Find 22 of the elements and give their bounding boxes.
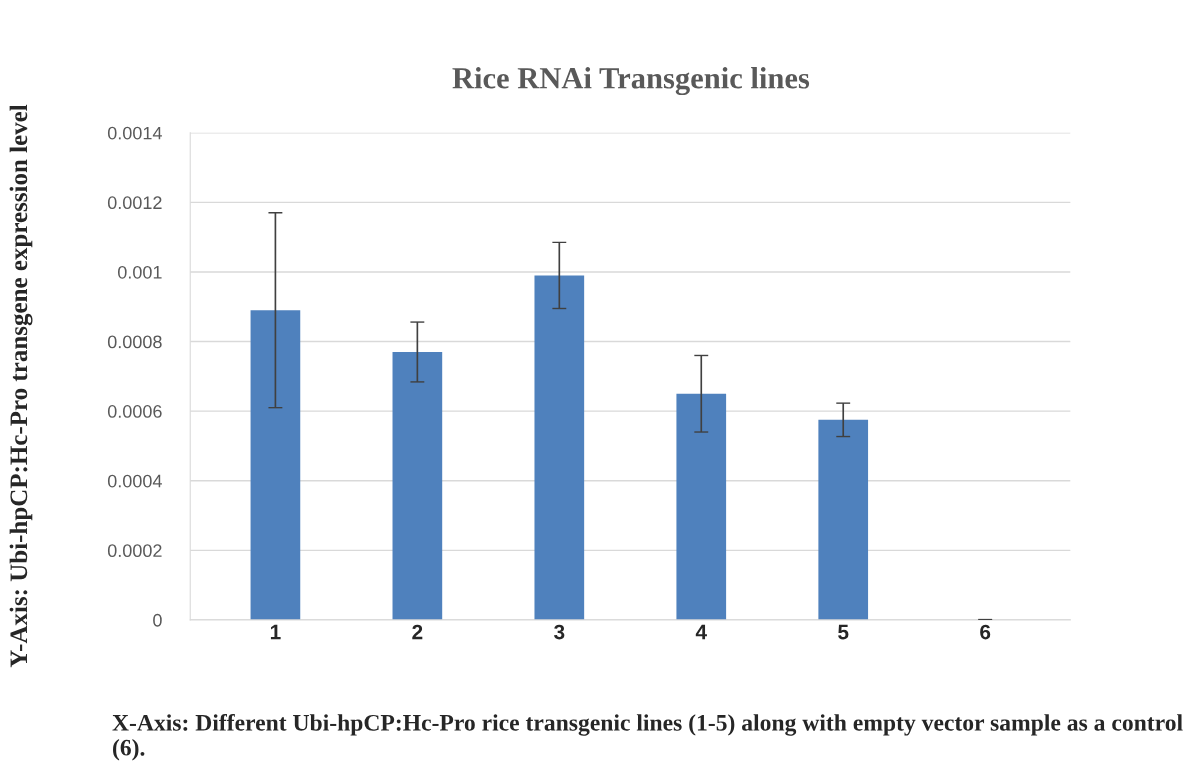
y-axis-title: Y-Axis: Ubi-hpCP:Hc-Pro transgene expression level (9, 104, 33, 668)
y-tick-label: 0.0008 (107, 335, 162, 349)
y-tick-label: 0 (153, 613, 162, 627)
bar (676, 393, 727, 620)
bar (534, 275, 585, 620)
x-tick-label: 3 (554, 624, 565, 640)
y-tick-label: 0.0004 (107, 474, 162, 488)
x-tick-label: 6 (980, 624, 991, 640)
y-tick-label: 0.0002 (107, 544, 162, 558)
x-tick-label: 2 (412, 624, 423, 640)
bar (250, 310, 301, 620)
x-axis-title: X-Axis: Different Ubi-hpCP:Hc-Pro rice transgenic lines (1-5) along with empty vector sample as a control (6). (112, 713, 1183, 761)
bar (392, 351, 443, 620)
x-tick-label: 4 (695, 624, 707, 640)
bar (818, 419, 869, 620)
y-tick-label: 0.0006 (107, 405, 162, 418)
x-tick-label: 5 (838, 624, 849, 640)
y-tick-label: 0.001 (117, 265, 162, 279)
chart-title: Rice RNAi Transgenic lines (452, 67, 810, 96)
y-tick-label: 0.0012 (107, 196, 162, 210)
x-tick-label: 1 (270, 624, 281, 640)
y-tick-label: 0.0014 (107, 126, 162, 140)
